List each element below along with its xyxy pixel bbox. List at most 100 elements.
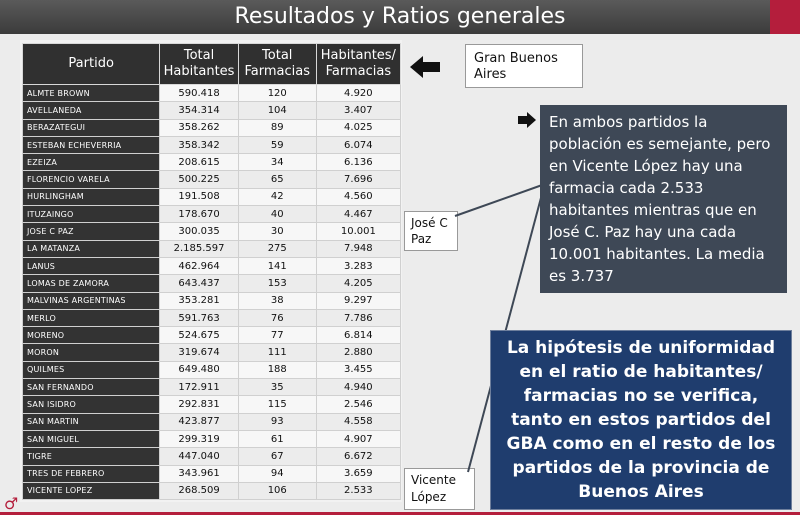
- ratio-cell: 6.074: [315, 135, 402, 155]
- logo-icon: ♂: [4, 494, 19, 513]
- table-row: ITUZAINGO 178.670 40 4.467: [21, 205, 402, 224]
- habitantes-cell: 300.035: [159, 222, 239, 241]
- ratio-cell: 4.907: [315, 429, 402, 449]
- farmacias-cell: 35: [237, 378, 317, 397]
- partido-cell: EZEIZA: [21, 153, 161, 172]
- partido-cell: ALMTE BROWN: [21, 83, 161, 103]
- habitantes-cell: 591.763: [159, 308, 239, 328]
- table-row: TIGRE 447.040 67 6.672: [21, 447, 402, 466]
- partido-cell: SAN MARTIN: [21, 412, 161, 431]
- farmacias-cell: 188: [237, 360, 317, 380]
- habitantes-cell: 462.964: [159, 256, 239, 276]
- habitantes-cell: 590.418: [159, 83, 239, 103]
- ratio-cell: 6.672: [315, 447, 402, 466]
- table-row: MORON 319.674 111 2.880: [21, 343, 402, 362]
- ratio-cell: 4.467: [315, 205, 402, 224]
- ratio-cell: 4.940: [315, 378, 402, 397]
- farmacias-cell: 38: [237, 291, 317, 310]
- partido-cell: TIGRE: [21, 447, 161, 466]
- partido-cell: AVELLANEDA: [21, 101, 161, 120]
- habitantes-cell: 354.314: [159, 101, 239, 120]
- habitantes-cell: 2.185.597: [159, 239, 239, 258]
- farmacias-cell: 153: [237, 274, 317, 293]
- table-row: MALVINAS ARGENTINAS 353.281 38 9.297: [21, 291, 402, 310]
- farmacias-cell: 34: [237, 153, 317, 172]
- farmacias-cell: 93: [237, 412, 317, 431]
- farmacias-cell: 94: [237, 464, 317, 483]
- info-box: En ambos partidos la población es semeja…: [540, 105, 787, 293]
- table-row: SAN MIGUEL 299.319 61 4.907: [21, 429, 402, 449]
- ratio-cell: 4.205: [315, 274, 402, 293]
- farmacias-cell: 42: [237, 187, 317, 207]
- habitantes-cell: 319.674: [159, 343, 239, 362]
- partido-cell: JOSE C PAZ: [21, 222, 161, 241]
- ratio-cell: 10.001: [315, 222, 402, 241]
- partido-cell: SAN FERNANDO: [21, 378, 161, 397]
- left-arrow-icon: [410, 56, 440, 78]
- table-body: ALMTE BROWN 590.418 120 4.920 AVELLANEDA 354.…: [21, 83, 402, 501]
- ratio-cell: 7.786: [315, 308, 402, 328]
- header-total-farmacias: Total Farmacias: [237, 43, 317, 85]
- table-row: AVELLANEDA 354.314 104 3.407: [21, 101, 402, 120]
- table-row: TRES DE FEBRERO 343.961 94 3.659: [21, 464, 402, 483]
- habitantes-cell: 208.615: [159, 153, 239, 172]
- ratio-cell: 4.025: [315, 118, 402, 137]
- farmacias-cell: 106: [237, 481, 317, 501]
- title-bar-accent: [770, 0, 800, 34]
- jose-c-paz-label: José C Paz: [404, 211, 458, 251]
- habitantes-cell: 343.961: [159, 464, 239, 483]
- hypothesis-box: La hipótesis de uniformidad en el ratio …: [490, 330, 792, 510]
- ratio-cell: 9.297: [315, 291, 402, 310]
- ratio-cell: 6.814: [315, 326, 402, 345]
- bottom-accent-line: [0, 512, 800, 515]
- farmacias-cell: 141: [237, 256, 317, 276]
- ratio-cell: 4.560: [315, 187, 402, 207]
- habitantes-cell: 524.675: [159, 326, 239, 345]
- table-header-row: Partido Total Habitantes Total Farmacias…: [21, 43, 402, 85]
- header-habitantes-farmacias: Habitantes/ Farmacias: [315, 43, 402, 85]
- partido-cell: VICENTE LOPEZ: [21, 481, 161, 501]
- table-row: FLORENCIO VARELA 500.225 65 7.696: [21, 170, 402, 189]
- habitantes-cell: 643.437: [159, 274, 239, 293]
- partido-cell: ITUZAINGO: [21, 205, 161, 224]
- ratio-cell: 3.455: [315, 360, 402, 380]
- table-row: SAN MARTIN 423.877 93 4.558: [21, 412, 402, 431]
- ratio-cell: 2.546: [315, 395, 402, 414]
- table-row: ESTEBAN ECHEVERRIA 358.342 59 6.074: [21, 135, 402, 155]
- partido-cell: FLORENCIO VARELA: [21, 170, 161, 189]
- habitantes-cell: 292.831: [159, 395, 239, 414]
- habitantes-cell: 191.508: [159, 187, 239, 207]
- table-row: SAN FERNANDO 172.911 35 4.940: [21, 378, 402, 397]
- table-row: JOSE C PAZ 300.035 30 10.001: [21, 222, 402, 241]
- habitantes-cell: 353.281: [159, 291, 239, 310]
- ratio-cell: 4.558: [315, 412, 402, 431]
- farmacias-cell: 67: [237, 447, 317, 466]
- table-row: BERAZATEGUI 358.262 89 4.025: [21, 118, 402, 137]
- farmacias-cell: 65: [237, 170, 317, 189]
- partido-cell: MORON: [21, 343, 161, 362]
- habitantes-cell: 447.040: [159, 447, 239, 466]
- title-bar: [0, 0, 800, 34]
- ratio-cell: 3.283: [315, 256, 402, 276]
- ratio-cell: 3.407: [315, 101, 402, 120]
- partido-cell: MERLO: [21, 308, 161, 328]
- farmacias-cell: 120: [237, 83, 317, 103]
- table-row: QUILMES 649.480 188 3.455: [21, 360, 402, 380]
- farmacias-cell: 111: [237, 343, 317, 362]
- ratio-cell: 6.136: [315, 153, 402, 172]
- farmacias-cell: 59: [237, 135, 317, 155]
- table-row: EZEIZA 208.615 34 6.136: [21, 153, 402, 172]
- farmacias-cell: 104: [237, 101, 317, 120]
- table-row: ALMTE BROWN 590.418 120 4.920: [21, 83, 402, 103]
- vicente-lopez-label: Vicente López: [404, 468, 475, 510]
- partido-cell: LANUS: [21, 256, 161, 276]
- table-row: HURLINGHAM 191.508 42 4.560: [21, 187, 402, 207]
- gba-label: Gran Buenos Aires: [465, 44, 583, 88]
- results-table: Partido Total Habitantes Total Farmacias…: [21, 43, 402, 501]
- ratio-cell: 4.920: [315, 83, 402, 103]
- partido-cell: LOMAS DE ZAMORA: [21, 274, 161, 293]
- bullet-arrow-icon: [518, 112, 536, 128]
- farmacias-cell: 275: [237, 239, 317, 258]
- partido-cell: TRES DE FEBRERO: [21, 464, 161, 483]
